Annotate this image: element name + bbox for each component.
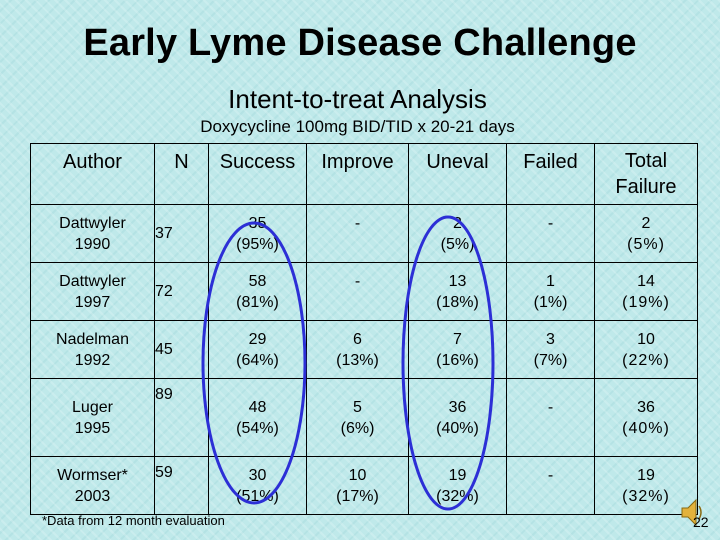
success-column-oval [201, 221, 307, 505]
success-cell: 35 (95%) [208, 204, 307, 263]
header-uneval: Uneval [408, 143, 507, 205]
total-failure-cell: 19 (32%) [594, 456, 698, 515]
total-failure-cell: 36 (40%) [594, 378, 698, 457]
slide-title: Early Lyme Disease Challenge [83, 22, 637, 64]
header-n: N [154, 143, 209, 205]
failed-cell: - [506, 378, 595, 457]
uneval-cell: 2 (5%) [408, 204, 507, 263]
improve-cell: 6 (13%) [306, 320, 409, 379]
total-failure-cell: 2 (5%) [594, 204, 698, 263]
n-cell: 45 [154, 320, 209, 379]
header-success: Success [208, 143, 307, 205]
failed-cell: - [506, 456, 595, 515]
failed-cell: 3 (7%) [506, 320, 595, 379]
results-table: Author N Success Improve Uneval Failed T… [30, 143, 698, 515]
author-cell: Dattwyler 1997 [30, 262, 155, 321]
page-number: 22 [693, 514, 709, 530]
table-header-row: Author N Success Improve Uneval Failed T… [30, 143, 698, 205]
author-cell: Nadelman 1992 [30, 320, 155, 379]
author-cell: Dattwyler 1990 [30, 204, 155, 263]
table-row: Luger 1995 89 48 (54%) 5 (6%) 36 (40%) - 36(… [30, 378, 698, 457]
uneval-column-oval [401, 215, 495, 511]
table-row: Dattwyler 1990 37 35 (95%) - 2 (5%) - 2 (5%) [30, 204, 698, 263]
success-cell: 29 (64%) [208, 320, 307, 379]
table-row: Nadelman 1992 45 29 (64%) 6 (13%) 7 (16%) 3(… [30, 320, 698, 379]
regimen-line: Doxycycline 100mg BID/TID x 20-21 days [200, 117, 515, 136]
table-row: Wormser* 2003 59 30 (51%) 10 (17%) 19 (32%) … [30, 456, 698, 515]
header-failed: Failed [506, 143, 595, 205]
improve-cell: - [306, 262, 409, 321]
improve-cell: - [306, 204, 409, 263]
footnote: *Data from 12 month evaluation [42, 513, 225, 528]
author-cell: Wormser* 2003 [30, 456, 155, 515]
header-author: Author [30, 143, 155, 205]
total-failure-cell: 10 (22%) [594, 320, 698, 379]
improve-cell: 5 (6%) [306, 378, 409, 457]
table-row: Dattwyler 1997 72 58 (81%) - 13 (18%) 1 (1%)… [30, 262, 698, 321]
speaker-icon[interactable] [681, 498, 702, 527]
slide-subtitle: Intent-to-treat Analysis [228, 84, 487, 114]
header-improve: Improve [306, 143, 409, 205]
header-total-failure: Total Failure [594, 143, 698, 205]
n-cell: 59 [154, 456, 209, 515]
success-cell: 30 (51%) [208, 456, 307, 515]
total-failure-cell: 14 (19%) [594, 262, 698, 321]
